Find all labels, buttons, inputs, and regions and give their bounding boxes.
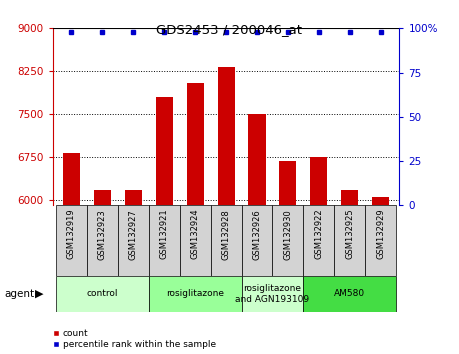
Bar <box>372 197 389 205</box>
Text: GSM132928: GSM132928 <box>222 209 230 259</box>
Bar <box>149 205 179 276</box>
Text: GSM132922: GSM132922 <box>314 209 324 259</box>
Bar <box>187 82 204 205</box>
Bar <box>211 205 241 276</box>
Bar <box>273 205 303 276</box>
Bar <box>248 114 265 205</box>
Text: ▶: ▶ <box>35 289 43 299</box>
Bar <box>87 205 118 276</box>
Legend: count, percentile rank within the sample: count, percentile rank within the sample <box>53 329 216 349</box>
Text: GDS2453 / 200046_at: GDS2453 / 200046_at <box>157 23 302 36</box>
Bar <box>280 161 297 205</box>
Bar <box>365 205 396 276</box>
Text: GSM132925: GSM132925 <box>345 209 354 259</box>
Bar <box>241 276 303 312</box>
Bar <box>241 205 273 276</box>
Text: GSM132919: GSM132919 <box>67 209 76 259</box>
Bar <box>334 205 365 276</box>
Bar <box>118 205 149 276</box>
Text: control: control <box>87 289 118 298</box>
Text: GSM132926: GSM132926 <box>252 209 262 259</box>
Bar <box>341 190 358 205</box>
Bar <box>125 190 142 205</box>
Bar <box>303 205 334 276</box>
Text: GSM132927: GSM132927 <box>129 209 138 259</box>
Bar <box>56 205 87 276</box>
Text: GSM132923: GSM132923 <box>98 209 107 259</box>
Bar <box>94 190 111 205</box>
Text: rosiglitazone: rosiglitazone <box>166 289 224 298</box>
Bar <box>63 153 80 205</box>
Text: rosiglitazone
and AGN193109: rosiglitazone and AGN193109 <box>235 284 309 303</box>
Text: agent: agent <box>5 289 35 299</box>
Text: GSM132924: GSM132924 <box>190 209 200 259</box>
Bar <box>179 205 211 276</box>
Bar <box>156 97 173 205</box>
Bar <box>310 157 327 205</box>
Bar <box>303 276 396 312</box>
Bar <box>149 276 241 312</box>
Bar <box>218 67 235 205</box>
Text: GSM132930: GSM132930 <box>284 209 292 259</box>
Bar <box>56 276 149 312</box>
Text: AM580: AM580 <box>334 289 365 298</box>
Text: GSM132921: GSM132921 <box>160 209 168 259</box>
Text: GSM132929: GSM132929 <box>376 209 385 259</box>
